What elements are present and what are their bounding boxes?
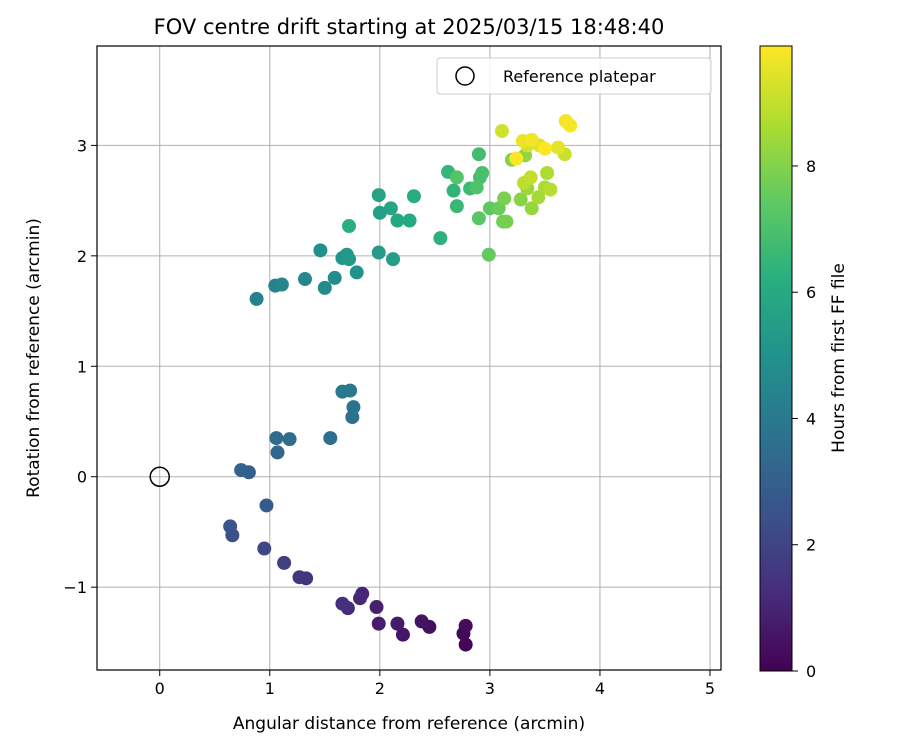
legend: Reference platepar <box>436 57 712 95</box>
data-point <box>342 252 357 267</box>
data-point <box>471 211 486 226</box>
legend-box <box>436 57 712 95</box>
legend-entry-reference: Reference platepar <box>503 67 656 86</box>
data-point <box>458 618 473 633</box>
data-point <box>349 265 364 280</box>
data-point <box>551 140 566 155</box>
y-axis-label: Rotation from reference (arcmin) <box>24 218 44 498</box>
data-point <box>414 614 429 629</box>
reference-platepar-marker <box>149 466 170 487</box>
x-tick-label: 3 <box>485 679 495 698</box>
data-point <box>524 132 539 147</box>
chart-title: FOV centre drift starting at 2025/03/15 … <box>154 15 665 39</box>
data-point <box>257 541 272 556</box>
x-tick-label: 5 <box>705 679 715 698</box>
data-point <box>342 219 357 234</box>
data-point <box>335 596 350 611</box>
data-point <box>523 170 538 185</box>
data-point <box>531 190 546 205</box>
data-point <box>259 498 274 513</box>
data-point <box>433 231 448 246</box>
data-point <box>270 445 285 460</box>
data-point <box>234 463 249 478</box>
data-point <box>346 400 361 415</box>
data-point <box>402 213 417 228</box>
data-point <box>386 252 401 267</box>
data-point <box>371 616 386 631</box>
data-point <box>277 555 292 570</box>
y-tick-label: 3 <box>77 136 87 155</box>
data-point <box>395 627 410 642</box>
y-tick-label: 1 <box>77 357 87 376</box>
data-point <box>269 431 284 446</box>
data-point <box>223 519 238 534</box>
data-point <box>369 600 384 615</box>
data-point <box>282 432 297 447</box>
x-tick-label: 2 <box>375 679 385 698</box>
data-point <box>323 431 338 446</box>
x-axis-label: Angular distance from reference (arcmin) <box>233 714 585 734</box>
data-point <box>313 243 328 258</box>
data-point <box>335 384 350 399</box>
data-point <box>494 124 509 139</box>
data-point <box>292 570 307 585</box>
legend-marker <box>455 66 475 86</box>
data-point <box>327 270 342 285</box>
data-point <box>372 205 387 220</box>
colorbar-ticks: 0 2 4 6 8 <box>792 157 816 681</box>
data-point <box>563 118 578 133</box>
data-point <box>475 166 490 181</box>
data-points <box>223 114 578 652</box>
plot-frame <box>96 45 722 671</box>
x-axis-ticks: 0 1 2 3 4 5 <box>155 670 715 698</box>
data-point <box>481 247 496 262</box>
data-point <box>383 201 398 216</box>
data-point <box>509 151 524 166</box>
grid-lines <box>97 46 721 670</box>
data-point <box>449 170 464 185</box>
data-point <box>469 180 484 195</box>
data-point <box>317 280 332 295</box>
x-tick-label: 0 <box>155 679 165 698</box>
data-point <box>524 201 539 216</box>
y-axis-ticks: −1 0 1 2 3 <box>63 136 97 597</box>
data-point <box>458 637 473 652</box>
y-tick-label: −1 <box>63 578 87 597</box>
data-point <box>449 199 464 214</box>
data-point <box>513 192 528 207</box>
x-tick-label: 1 <box>265 679 275 698</box>
data-point <box>298 272 312 287</box>
data-point <box>446 183 461 198</box>
colorbar: 0 2 4 6 8 Hours from first FF file <box>759 45 849 681</box>
data-point <box>249 291 264 306</box>
data-point <box>537 141 552 156</box>
y-tick-label: 2 <box>77 247 87 266</box>
data-point <box>274 277 289 292</box>
data-point <box>371 188 386 203</box>
colorbar-tick-label: 2 <box>806 536 816 555</box>
data-point <box>406 189 421 204</box>
colorbar-tick-label: 8 <box>806 157 816 176</box>
data-point <box>390 213 405 228</box>
data-point <box>371 245 386 260</box>
data-point <box>540 166 555 181</box>
data-point <box>497 191 512 206</box>
colorbar-gradient <box>759 45 793 672</box>
data-point <box>353 591 368 606</box>
data-point <box>390 616 405 631</box>
data-point <box>543 182 558 197</box>
x-tick-label: 4 <box>595 679 605 698</box>
colorbar-tick-label: 0 <box>806 662 816 681</box>
colorbar-label: Hours from first FF file <box>829 263 849 453</box>
y-tick-label: 0 <box>77 468 87 487</box>
reference-layer <box>149 466 170 487</box>
data-point <box>471 147 486 162</box>
data-point <box>499 214 514 229</box>
colorbar-tick-label: 4 <box>806 409 816 428</box>
colorbar-tick-label: 6 <box>806 283 816 302</box>
